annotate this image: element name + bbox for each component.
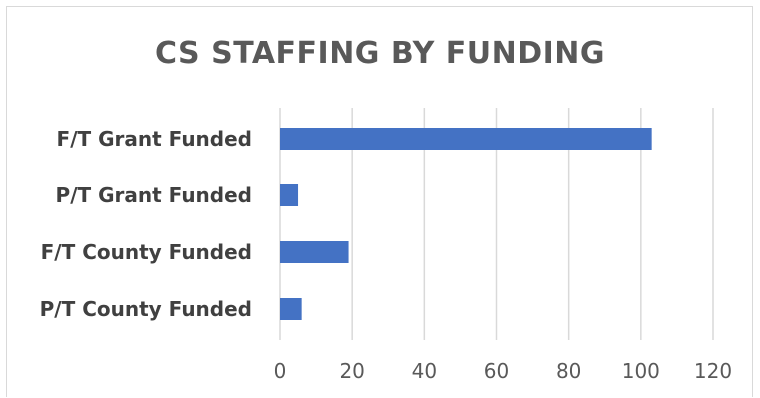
x-tick-label: 120 [694,359,732,383]
x-tick-label: 80 [556,359,581,383]
x-tick-labels: 0 20 40 60 80 100 120 [274,359,732,383]
bar-p-t-grant-funded [280,184,299,206]
bars [280,128,652,320]
bar-f-t-grant-funded [280,128,652,150]
x-tick-label: 20 [339,359,364,383]
x-tick-label: 100 [622,359,660,383]
x-tick-label: 60 [484,359,509,383]
bar-f-t-county-funded [280,241,349,263]
category-label: F/T County Funded [41,240,252,264]
chart-title: CS STAFFING BY FUNDING [154,36,606,71]
category-label: P/T Grant Funded [56,183,252,207]
x-tick-label: 40 [412,359,437,383]
category-label: P/T County Funded [40,297,252,321]
category-labels: F/T Grant Funded P/T Grant Funded F/T Coun… [40,127,252,321]
x-tick-label: 0 [274,359,287,383]
bar-p-t-county-funded [280,298,302,320]
chart-frame [6,6,753,397]
category-label: F/T Grant Funded [57,127,252,151]
